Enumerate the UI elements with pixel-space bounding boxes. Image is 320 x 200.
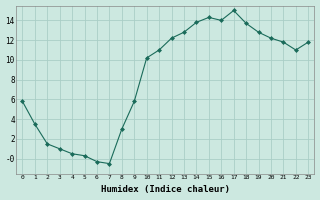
X-axis label: Humidex (Indice chaleur): Humidex (Indice chaleur) xyxy=(101,185,230,194)
